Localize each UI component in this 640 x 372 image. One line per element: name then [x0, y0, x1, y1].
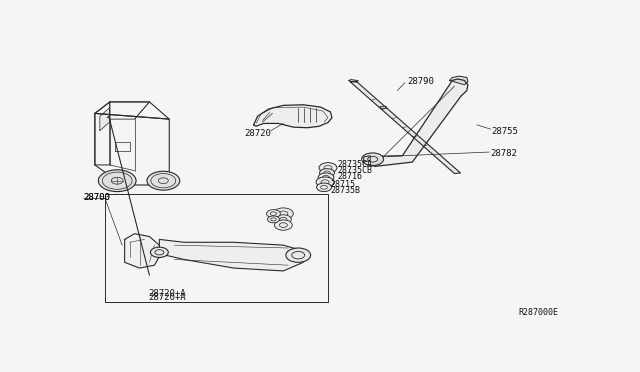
Text: 28700: 28700: [83, 193, 110, 202]
Polygon shape: [100, 108, 110, 131]
Circle shape: [319, 163, 337, 173]
Circle shape: [150, 247, 168, 257]
Text: 28735CB: 28735CB: [338, 166, 373, 175]
Circle shape: [319, 169, 335, 177]
Polygon shape: [159, 240, 303, 271]
Circle shape: [266, 210, 280, 218]
Circle shape: [147, 171, 180, 190]
Text: 28735CA: 28735CA: [338, 160, 373, 169]
Polygon shape: [253, 105, 332, 128]
Circle shape: [268, 216, 280, 223]
Text: 28755: 28755: [492, 126, 518, 136]
Polygon shape: [369, 79, 468, 166]
Text: 28700: 28700: [83, 193, 110, 202]
Text: 28720+A: 28720+A: [148, 289, 186, 298]
Circle shape: [362, 153, 383, 166]
Circle shape: [316, 177, 334, 187]
Text: 28735B: 28735B: [330, 186, 360, 195]
Circle shape: [275, 215, 291, 224]
Circle shape: [286, 248, 310, 262]
Circle shape: [317, 183, 332, 192]
Polygon shape: [349, 80, 358, 82]
Polygon shape: [449, 76, 468, 85]
Text: 28790: 28790: [408, 77, 434, 86]
Polygon shape: [350, 81, 460, 173]
Text: 28715: 28715: [330, 180, 355, 189]
Circle shape: [275, 220, 292, 230]
Polygon shape: [364, 156, 370, 162]
Text: 28716: 28716: [338, 173, 363, 182]
Polygon shape: [125, 234, 159, 268]
Circle shape: [273, 208, 293, 219]
Circle shape: [99, 170, 136, 192]
Text: 28720: 28720: [244, 129, 271, 138]
Circle shape: [318, 173, 334, 182]
Text: 28720+A: 28720+A: [148, 293, 186, 302]
Text: 28782: 28782: [491, 149, 518, 158]
Text: R287000E: R287000E: [518, 308, 559, 317]
Polygon shape: [380, 106, 387, 109]
